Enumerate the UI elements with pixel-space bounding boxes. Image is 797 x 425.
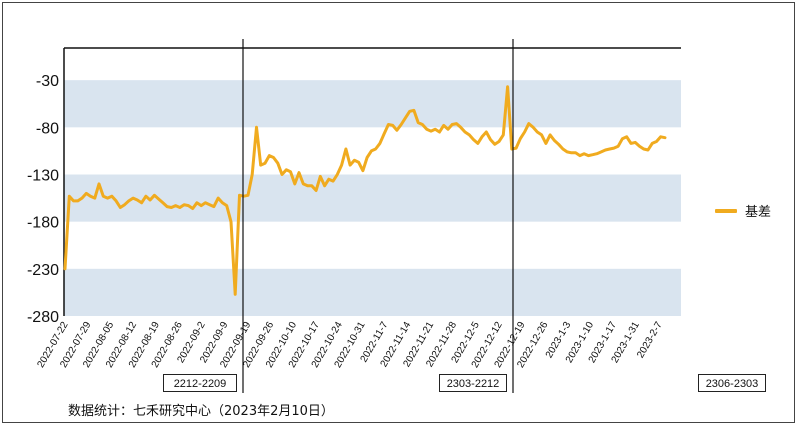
legend-label: 基差 bbox=[745, 205, 772, 220]
series-line-0 bbox=[63, 85, 667, 296]
y-tick-label: -180 bbox=[27, 215, 59, 232]
box-label-3: 2306-2303 bbox=[698, 374, 766, 392]
y-tick-label: -80 bbox=[36, 120, 59, 137]
background-bands bbox=[64, 80, 681, 316]
axes bbox=[63, 47, 681, 316]
legend: 基差 bbox=[715, 201, 771, 220]
box-label-1: 2212-2209 bbox=[163, 374, 237, 392]
series-layer bbox=[63, 85, 667, 296]
basis-line-chart: -30 -80 -130 -180 -230 -280 2022-07-222022-07… bbox=[27, 39, 681, 393]
contract-switch-lines bbox=[242, 39, 514, 393]
y-tick-label: -280 bbox=[27, 309, 59, 326]
band-1 bbox=[64, 174, 681, 222]
y-tick-label: -30 bbox=[36, 73, 59, 90]
y-axis-ticks: -30 -80 -130 -180 -230 -280 bbox=[27, 73, 59, 326]
x-axis-ticks: 2022-07-222022-07-292022-08-052022-08-12… bbox=[35, 320, 664, 370]
band-0 bbox=[64, 80, 681, 128]
legend-swatch bbox=[715, 208, 737, 213]
box-label-2: 2303-2212 bbox=[439, 374, 507, 392]
source-note: 数据统计：七禾研究中心（2023年2月10日） bbox=[68, 404, 334, 419]
band-2 bbox=[64, 268, 681, 316]
y-tick-label: -230 bbox=[27, 262, 59, 279]
y-tick-label: -130 bbox=[27, 168, 59, 185]
